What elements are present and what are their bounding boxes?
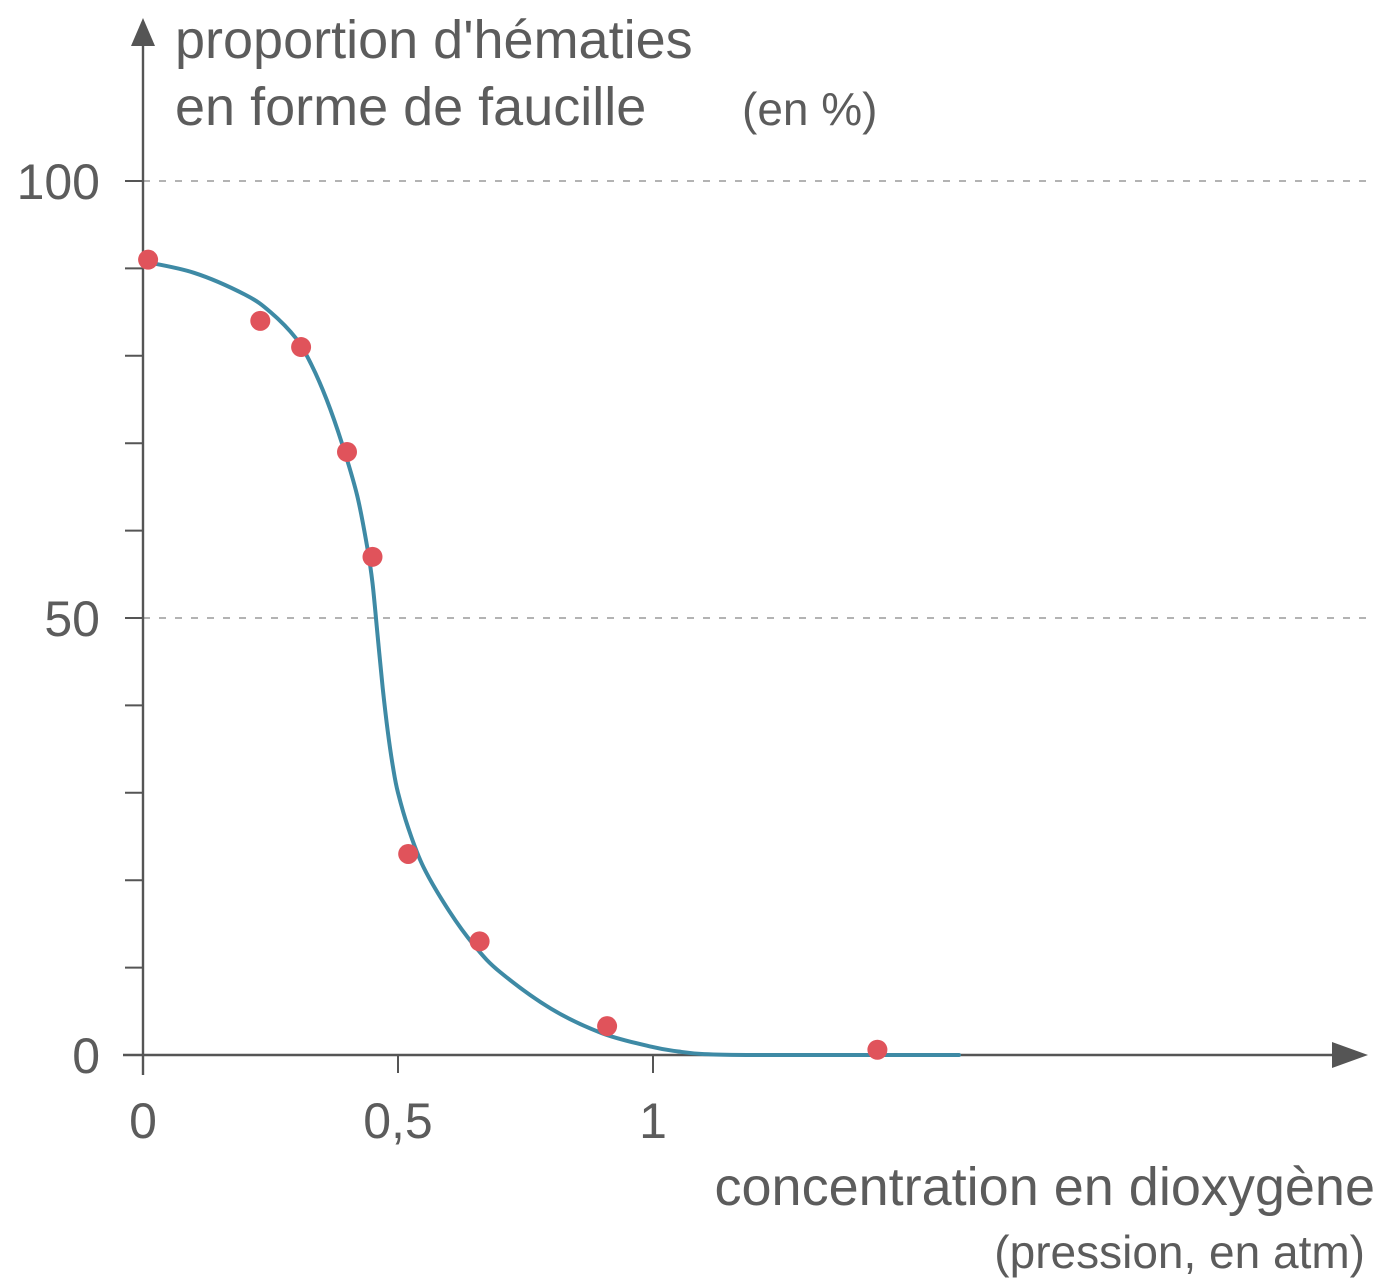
data-point-2 xyxy=(291,337,312,358)
y-tick-label-100: 100 xyxy=(17,154,100,210)
x-axis-label: concentration en dioxygène xyxy=(715,1157,1375,1217)
y-tick-label-50: 50 xyxy=(44,591,100,647)
x-tick-label-2: 1 xyxy=(639,1093,667,1149)
data-point-5 xyxy=(398,843,419,864)
data-point-8 xyxy=(867,1039,888,1060)
y-tick-label-0: 0 xyxy=(72,1028,100,1084)
y-axis-arrow xyxy=(131,18,155,46)
x-tick-label-1: 0,5 xyxy=(363,1093,433,1149)
y-axis-label-unit: (en %) xyxy=(742,83,877,135)
points-layer xyxy=(138,249,888,1060)
data-point-6 xyxy=(469,931,490,952)
data-point-4 xyxy=(362,546,383,567)
x-axis-arrow xyxy=(1332,1042,1368,1068)
x-tick-label-0: 0 xyxy=(129,1093,157,1149)
data-point-0 xyxy=(138,249,159,270)
x-axis-label-unit: (pression, en atm) xyxy=(994,1226,1365,1278)
grid-layer xyxy=(143,180,1370,619)
y-axis-label-line1: proportion d'hématies xyxy=(175,10,693,70)
data-point-3 xyxy=(337,441,357,462)
data-point-7 xyxy=(597,1016,618,1037)
curve-layer xyxy=(141,259,961,1058)
text-layer: proportion d'hématies en forme de faucil… xyxy=(175,10,1375,1278)
data-point-1 xyxy=(250,310,271,331)
y-axis-label-line2: en forme de faucille xyxy=(175,77,646,137)
fitted-curve xyxy=(141,259,961,1058)
axis-layer: 100 50 00 0,5 1 xyxy=(17,18,1368,1149)
